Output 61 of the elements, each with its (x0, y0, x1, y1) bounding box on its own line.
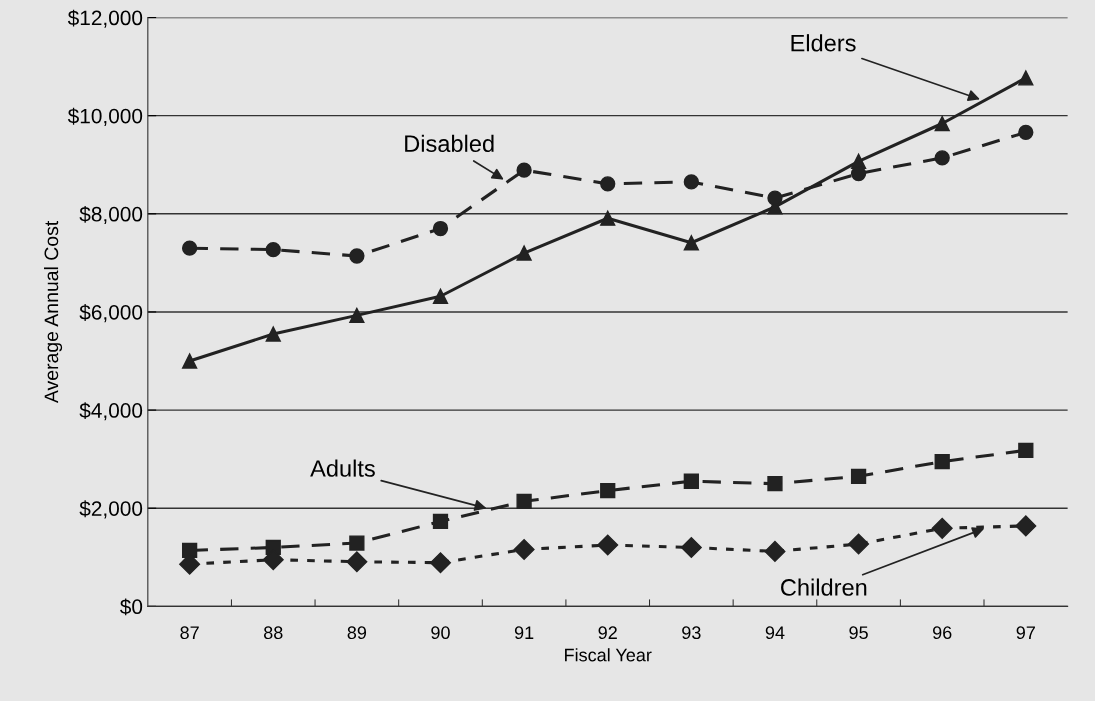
x-tick-label: 88 (264, 626, 283, 640)
point (1018, 70, 1034, 86)
point (432, 513, 449, 530)
point (349, 535, 365, 551)
point (265, 241, 281, 258)
point (516, 162, 532, 178)
x-axis-title: Fiscal Year (565, 648, 652, 662)
y-tick-label: $8,000 (79, 205, 143, 225)
point (683, 473, 699, 489)
point (181, 353, 198, 369)
point (764, 540, 786, 562)
point (516, 245, 532, 261)
point (513, 538, 535, 560)
point (931, 517, 953, 539)
x-tick-label: 87 (180, 626, 199, 640)
point (265, 326, 281, 342)
point (934, 115, 950, 132)
y-tick-label: $0 (120, 598, 143, 616)
point (767, 476, 783, 492)
point (767, 190, 783, 206)
x-tick-label: 94 (765, 626, 785, 640)
x-tick-label: 97 (1016, 626, 1035, 640)
point (516, 493, 532, 509)
x-tick-label: 89 (347, 626, 367, 640)
point (349, 248, 365, 264)
y-tick-label: $12,000 (67, 9, 143, 28)
point (1015, 515, 1037, 537)
point (850, 468, 867, 484)
point (349, 307, 365, 324)
y-tick-label: $4,000 (79, 402, 143, 421)
point (432, 288, 449, 304)
point (600, 176, 616, 192)
point (934, 150, 950, 166)
point (934, 453, 950, 470)
text: Adults (310, 459, 375, 477)
series-label: Disabled (405, 134, 494, 153)
point (181, 240, 198, 256)
x-tick-label: 92 (598, 626, 617, 640)
y-tick-label: $10,000 (67, 107, 143, 126)
point (346, 551, 368, 573)
y-axis-title: Average Annual Cost (43, 220, 63, 404)
text: Elders (791, 34, 856, 52)
y-tick-label: $2,000 (79, 500, 143, 519)
point (1018, 442, 1034, 458)
x-tick-label: 93 (682, 626, 701, 640)
point (683, 235, 699, 251)
point (848, 533, 870, 555)
point (600, 482, 616, 499)
y-tick-label: $6,000 (79, 304, 143, 323)
x-tick-label: 96 (933, 626, 952, 640)
point (597, 534, 619, 556)
point (432, 220, 449, 237)
x-tick-label: 90 (431, 626, 450, 640)
point (683, 174, 699, 190)
point (680, 536, 702, 558)
x-tick-label: 91 (514, 626, 534, 640)
point (1018, 124, 1034, 140)
point (600, 210, 616, 226)
point (429, 552, 452, 574)
x-tick-label: 95 (849, 626, 868, 640)
series-label: Children (781, 578, 867, 596)
